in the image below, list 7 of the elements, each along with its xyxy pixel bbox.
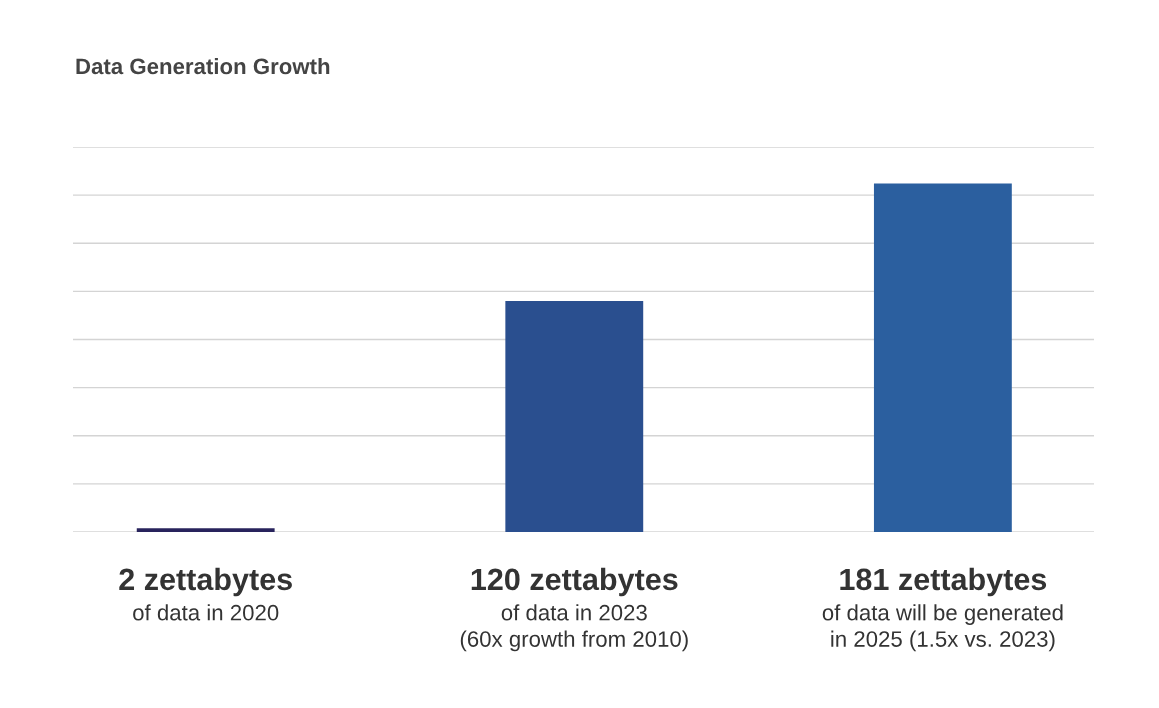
data-label: 181 zettabytes [840, 567, 1047, 597]
x-tick-label: of data in 2020 [133, 604, 279, 621]
data-label: 120 zettabytes [471, 567, 678, 597]
data-label: 2 zettabytes [119, 567, 292, 597]
chart-title: Data Generation Growth [76, 57, 330, 75]
x-tick-label: of data will be generated in 2025 (1.5x vs. 2023) [822, 604, 1063, 652]
x-tick-label: of data in 2023 (60x growth from 2010) [460, 604, 688, 652]
